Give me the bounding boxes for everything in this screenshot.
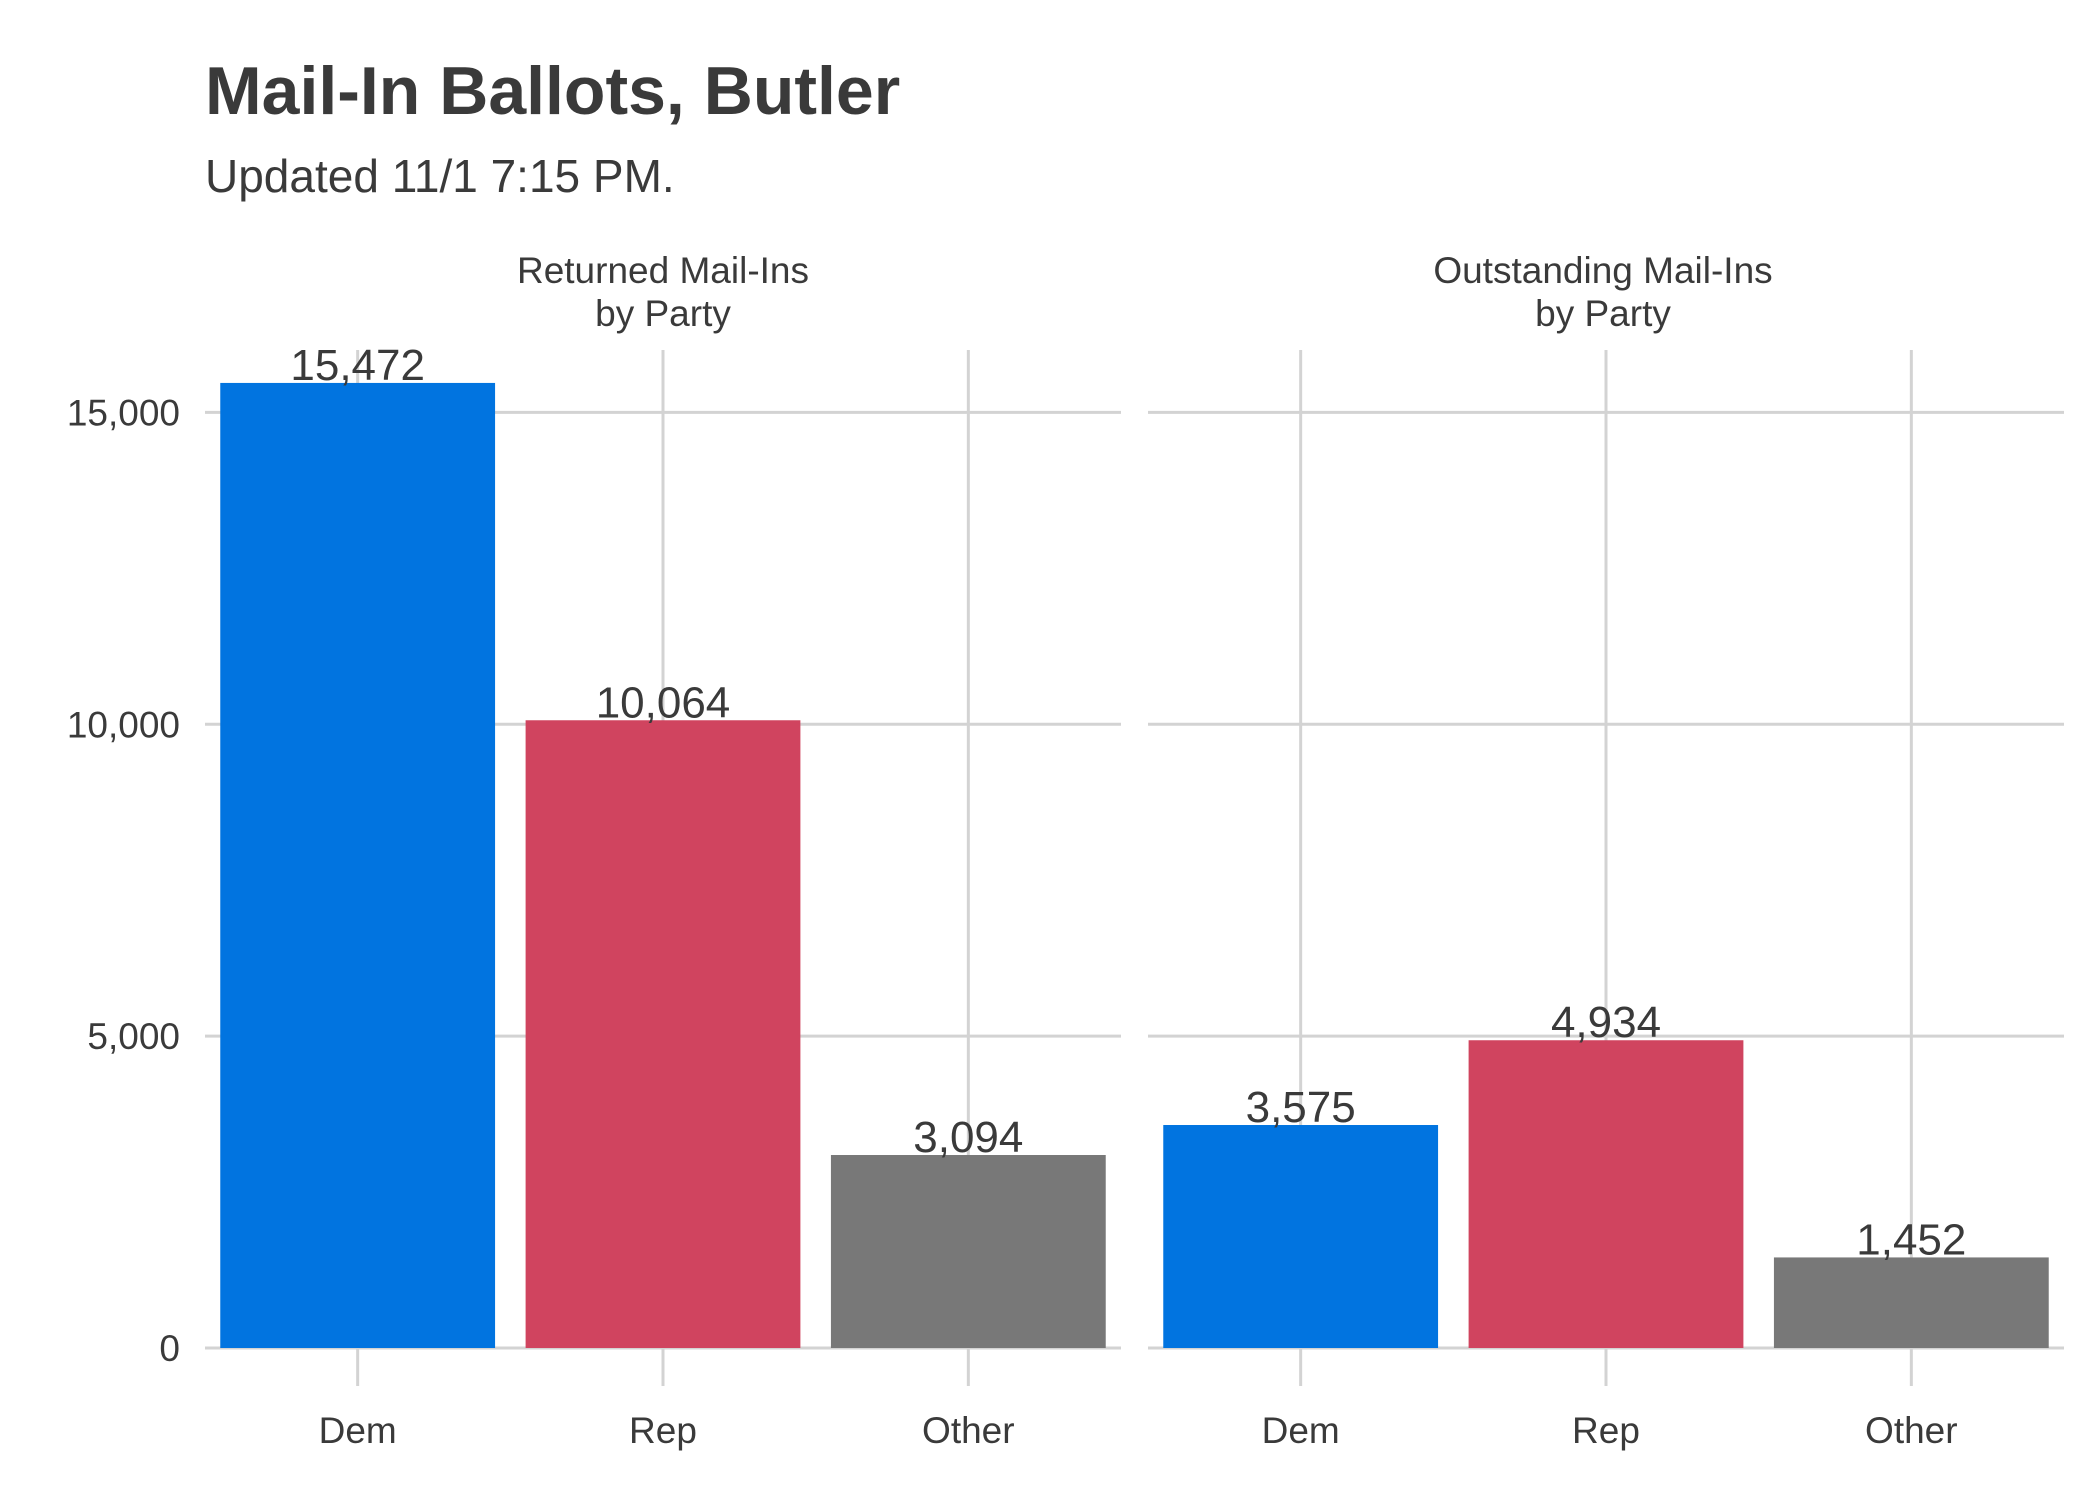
x-tick-label: Other	[922, 1410, 1015, 1451]
x-tick-label: Rep	[629, 1410, 697, 1451]
bar-rep	[525, 720, 801, 1348]
data-label: 15,472	[290, 341, 425, 390]
facet-outstanding: Outstanding Mail-Ins by Party 3,575 Dem 4,…	[1148, 250, 2064, 1451]
facet-title-returned-line1: Returned Mail-Ins	[517, 250, 809, 291]
bar-dem	[1163, 1125, 1439, 1348]
y-tick-label: 10,000	[67, 704, 180, 745]
x-tick-label: Dem	[1262, 1410, 1340, 1451]
facet-returned: Returned Mail-Ins by Party 15,472 Dem 10,0…	[205, 250, 1121, 1451]
chart-title: Mail-In Ballots, Butler	[205, 53, 900, 129]
x-tick-label: Other	[1865, 1410, 1958, 1451]
facet-title-returned-line2: by Party	[595, 293, 731, 334]
y-axis: 0 5,000 10,000 15,000	[67, 392, 180, 1369]
y-tick-label: 0	[159, 1328, 180, 1369]
panel-outstanding: 3,575 Dem 4,934 Rep 1,452 Other	[1148, 350, 2064, 1451]
chart-subtitle: Updated 11/1 7:15 PM.	[205, 150, 675, 202]
x-tick-label: Dem	[319, 1410, 397, 1451]
x-tick-label: Rep	[1572, 1410, 1640, 1451]
bar-other	[1773, 1257, 2049, 1348]
facet-title-outstanding-line2: by Party	[1535, 293, 1671, 334]
bar-other	[830, 1155, 1106, 1348]
data-label: 4,934	[1551, 998, 1661, 1047]
data-label: 3,575	[1246, 1083, 1356, 1132]
bar-rep	[1468, 1040, 1744, 1348]
panel-returned: 15,472 Dem 10,064 Rep 3,094 Other	[205, 341, 1121, 1451]
data-label: 1,452	[1856, 1215, 1966, 1264]
y-tick-label: 15,000	[67, 392, 180, 433]
facet-title-outstanding-line1: Outstanding Mail-Ins	[1433, 250, 1772, 291]
data-label: 10,064	[596, 678, 731, 727]
bar-dem	[220, 382, 496, 1349]
y-tick-label: 5,000	[87, 1016, 180, 1057]
data-label: 3,094	[913, 1113, 1023, 1162]
